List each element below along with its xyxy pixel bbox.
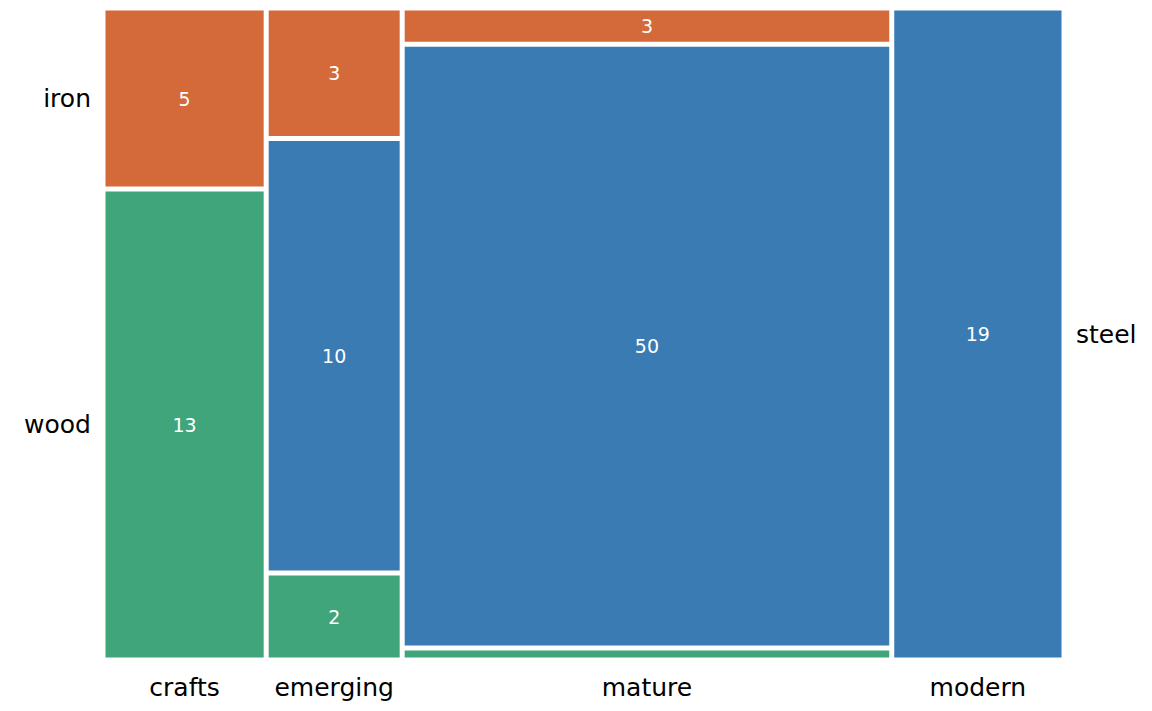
svg-text:steel: steel bbox=[1076, 320, 1137, 349]
svg-text:iron: iron bbox=[43, 84, 91, 113]
svg-text:2: 2 bbox=[328, 606, 340, 628]
svg-text:3: 3 bbox=[641, 15, 653, 37]
svg-text:modern: modern bbox=[930, 673, 1027, 702]
svg-text:10: 10 bbox=[322, 345, 346, 367]
svg-text:50: 50 bbox=[635, 335, 659, 357]
svg-text:wood: wood bbox=[24, 410, 91, 439]
svg-text:19: 19 bbox=[966, 323, 990, 345]
svg-text:mature: mature bbox=[602, 673, 692, 702]
svg-text:13: 13 bbox=[173, 414, 197, 436]
svg-text:5: 5 bbox=[179, 88, 191, 110]
svg-text:3: 3 bbox=[328, 62, 340, 84]
svg-text:emerging: emerging bbox=[274, 673, 393, 702]
svg-text:crafts: crafts bbox=[149, 673, 220, 702]
